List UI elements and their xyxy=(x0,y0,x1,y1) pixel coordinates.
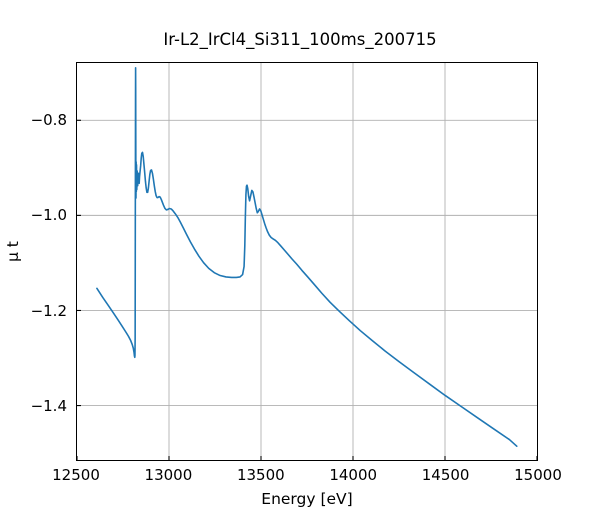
y-tick-label: −1.0 xyxy=(30,206,67,225)
x-axis-label: Energy [eV] xyxy=(261,490,353,508)
y-tick-label: −0.8 xyxy=(30,110,67,129)
x-tick-label: 13500 xyxy=(236,466,285,484)
x-tick-label: 12500 xyxy=(52,466,100,484)
y-tick-label: −1.4 xyxy=(30,397,67,416)
data-series-line xyxy=(96,66,518,448)
y-tick-label: −1.2 xyxy=(30,301,67,320)
x-tick-label: 13000 xyxy=(144,466,193,484)
y-axis-label: μ t xyxy=(4,241,22,262)
x-tick-label: 14500 xyxy=(421,466,470,484)
x-tick-label: 14000 xyxy=(329,466,378,484)
plot-area xyxy=(76,62,538,461)
chart-title: Ir-L2_IrCl4_Si311_100ms_200715 xyxy=(163,30,437,49)
grid-lines xyxy=(77,63,537,460)
series-path-0 xyxy=(96,66,518,448)
x-tick-label: 15000 xyxy=(514,466,562,484)
